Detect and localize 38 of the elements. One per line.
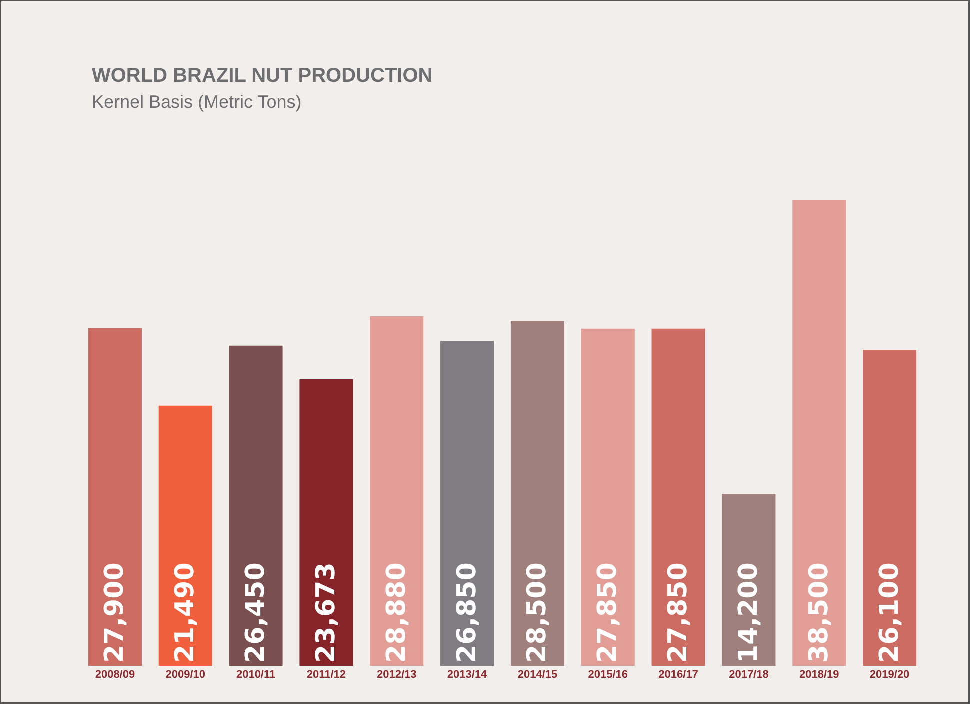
x-tick-label: 2009/10: [166, 669, 206, 681]
bar: [158, 406, 212, 666]
data-label: 14,200: [734, 562, 764, 663]
bar: [581, 328, 635, 666]
bar: [229, 346, 283, 666]
data-label: 23,673: [311, 562, 342, 663]
x-tick-label: 2013/14: [447, 669, 488, 681]
bar: [300, 379, 354, 666]
chart-subtitle: Kernel Basis (Metric Tons): [92, 92, 302, 112]
data-label: 27,850: [593, 562, 624, 663]
x-tick-label: 2018/19: [799, 669, 840, 681]
bar: [792, 200, 846, 666]
data-label: 26,850: [452, 562, 482, 663]
x-tick-label: 2015/16: [588, 669, 628, 681]
data-label: 26,450: [241, 562, 272, 663]
bar: [510, 321, 564, 666]
data-label: 27,900: [100, 562, 130, 663]
data-label: 21,490: [170, 562, 201, 663]
bar: [370, 316, 424, 666]
x-tick-label: 2016/17: [658, 669, 698, 681]
bar: [722, 494, 776, 666]
x-tick-label: 2012/13: [376, 669, 417, 681]
x-tick-label: 2008/09: [95, 669, 136, 681]
data-label: 38,500: [804, 562, 834, 663]
data-label: 28,500: [522, 562, 553, 663]
data-label: 26,100: [874, 562, 905, 663]
x-tick-label: 2017/18: [729, 669, 769, 681]
data-label: 27,850: [664, 562, 694, 663]
x-tick-label: 2011/12: [306, 669, 346, 681]
x-tick-label: 2010/11: [236, 669, 276, 681]
data-label: 28,880: [382, 562, 412, 663]
bar: [652, 328, 706, 666]
x-tick-label: 2014/15: [518, 669, 558, 681]
bar: [440, 341, 494, 666]
bar: [863, 350, 917, 666]
x-tick-label: 2019/20: [870, 669, 910, 681]
bar: [88, 328, 142, 666]
chart-title: WORLD BRAZIL NUT PRODUCTION: [92, 65, 433, 87]
